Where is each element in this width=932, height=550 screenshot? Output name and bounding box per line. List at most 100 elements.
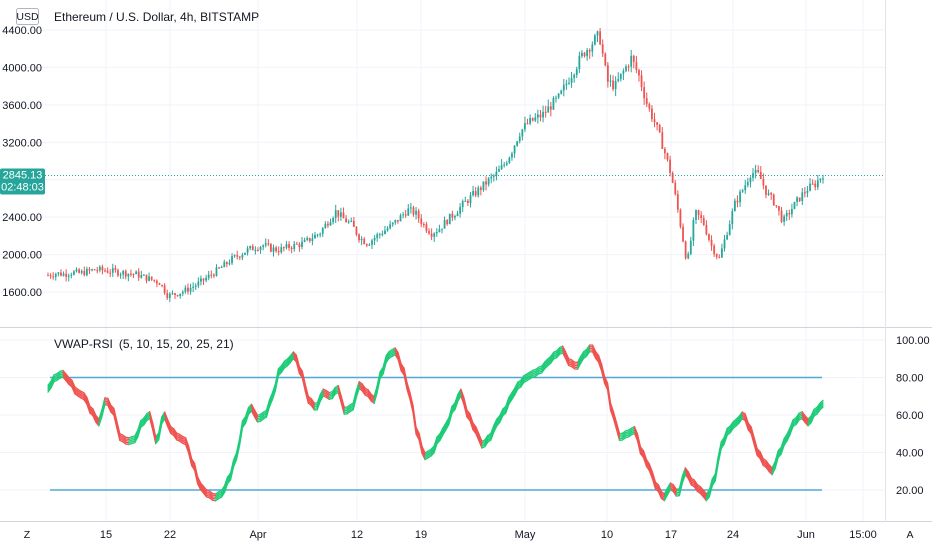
candle-body [259, 247, 262, 251]
candle-body [70, 274, 73, 276]
ribbon-segment [807, 422, 812, 427]
candle-body [280, 247, 283, 253]
ribbon-segment [379, 373, 384, 380]
ribbon-segment [433, 443, 438, 454]
ribbon-segment [789, 425, 794, 436]
ribbon-segment [562, 348, 567, 356]
ribbon-segment [484, 439, 489, 446]
candle-body [91, 269, 93, 271]
indicator-grid [0, 339, 885, 491]
ribbon-segment [780, 444, 785, 455]
candle-body [135, 271, 138, 275]
candle-body [365, 244, 368, 246]
scale-z-button[interactable]: Z [24, 529, 31, 541]
candle-body [184, 287, 187, 292]
ribbon-segment [484, 436, 489, 443]
time-axis[interactable]: 15 22 Apr 12 19 May 10 17 24 Jun 15:00 [100, 529, 877, 541]
candle-body [521, 129, 524, 137]
ribbon-segment [89, 405, 94, 410]
ribbon-segment [475, 429, 480, 438]
ribbon-segment [220, 486, 226, 493]
ribbon-segment [439, 430, 444, 438]
candle-body [746, 182, 749, 186]
candle-body [228, 263, 231, 265]
candle-body [332, 218, 335, 223]
candle-body [687, 253, 690, 259]
ribbon-segment [547, 362, 552, 367]
candle-body [179, 293, 182, 297]
ribbon-segment [277, 371, 283, 377]
ribbon-segment [639, 453, 645, 459]
ribbon-segment [430, 450, 435, 455]
ribbon-segment [520, 376, 525, 383]
candle-body [822, 178, 824, 180]
candle-body [371, 240, 373, 245]
ribbon-segment [666, 482, 672, 489]
symbol-title: Ethereum / U.S. Dollar, 4h, BITSTAMP [54, 10, 259, 24]
ribbon-segment [298, 365, 303, 372]
ribbon-segment [89, 412, 94, 417]
ribbon-segment [547, 355, 552, 360]
ribbon-segment [714, 462, 719, 482]
candle-body [669, 159, 671, 173]
candle-body [819, 178, 822, 181]
auto-scale-button[interactable]: A [906, 529, 913, 541]
ribbon-segment [547, 359, 552, 364]
candle-body [721, 248, 723, 258]
ribbon-segment [591, 346, 597, 354]
candle-body [536, 114, 539, 118]
ribbon-segment [729, 422, 734, 429]
candle-body [697, 210, 700, 216]
price-axis[interactable]: 1600.002000.002400.002800.003200.003600.… [2, 25, 42, 299]
candle-body [212, 274, 215, 276]
ribbon-segment [496, 419, 501, 425]
ribbon-segment [457, 390, 462, 397]
ribbon-segment [146, 416, 151, 420]
ribbon-segment [220, 490, 226, 497]
ribbon-segment [226, 474, 232, 480]
candle-body [249, 246, 252, 249]
ribbon-segment [768, 467, 773, 472]
ribbon-segment [816, 409, 821, 415]
ribbon-segment [286, 361, 292, 367]
ribbon-segment [693, 482, 698, 489]
candle-body [391, 222, 394, 225]
candle-body [682, 226, 684, 242]
ribbon-segment [816, 402, 821, 408]
ribbon-segment [92, 411, 97, 420]
ribbon-segment [565, 354, 570, 363]
currency-badge: USD [16, 11, 39, 23]
ribbon-segment [804, 420, 809, 425]
ribbon-segment [639, 449, 645, 455]
candle-body [314, 234, 316, 239]
candle-body [93, 269, 96, 271]
candle-body [368, 244, 371, 246]
candle-body [124, 271, 127, 277]
ribbon-segment [819, 404, 824, 409]
candle-body [337, 210, 340, 217]
candle-body [430, 233, 433, 237]
ribbon-segment [693, 484, 698, 491]
ribbon-segment [71, 381, 76, 390]
candle-body [798, 197, 801, 202]
ribbon-segment [469, 413, 474, 424]
ribbon-segment [756, 453, 761, 458]
candle-body [508, 157, 511, 163]
ribbon-segment [645, 463, 651, 470]
ribbon-segment [95, 414, 100, 420]
ribbon-segment [801, 411, 806, 417]
indicator-axis[interactable]: 20.00 40.00 60.00 80.00 100.00 [896, 335, 930, 497]
ribbon-segment [107, 397, 112, 406]
ribbon-segment [83, 393, 88, 400]
ribbon-segment [286, 360, 292, 365]
candle-body [409, 207, 412, 209]
ribbon-segment [292, 352, 298, 358]
candle-body [262, 245, 265, 248]
ribbon-segment [807, 415, 812, 420]
ribbon-segment [196, 477, 202, 486]
candle-body [404, 214, 407, 216]
candle-body [49, 275, 52, 277]
ribbon-segment [651, 471, 657, 483]
currency-badge-box[interactable] [16, 8, 39, 25]
